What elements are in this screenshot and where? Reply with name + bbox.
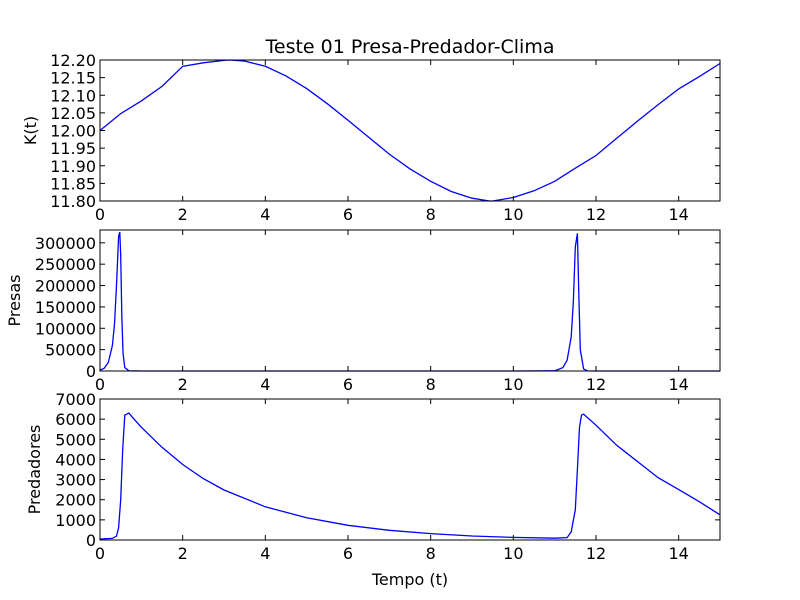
y-tick-label: 2000 [55, 491, 96, 510]
x-tick-label: 0 [95, 375, 105, 394]
y-tick-label: 12.15 [50, 69, 96, 88]
x-tick-label: 6 [343, 544, 353, 563]
x-tick-label: 14 [668, 375, 688, 394]
y-tick-label: 12.00 [50, 122, 96, 141]
y-tick-label: 0 [86, 531, 96, 550]
x-tick-label: 12 [586, 375, 606, 394]
y-tick-label: 250000 [35, 255, 96, 274]
y-tick-label: 1000 [55, 511, 96, 530]
x-tick-label: 12 [586, 205, 606, 224]
y-tick-label: 0 [86, 362, 96, 381]
y-tick-label: 12.20 [50, 51, 96, 70]
subplot-presas: 0 2 4 6 8 10 12 14 0 50000 100000 150000 200000 25000… [5, 229, 721, 394]
subplot-k: 0 2 4 6 8 10 12 14 11.8011.8511.9011.9512.0012.0… [21, 51, 721, 224]
x-tick-label: 10 [503, 205, 523, 224]
y-tick-label: 6000 [55, 410, 96, 429]
x-tick-label: 10 [503, 375, 523, 394]
y-axis-label: Predadores [25, 425, 44, 515]
y-axis-label: K(t) [21, 116, 40, 145]
x-tick-label: 8 [426, 544, 436, 563]
y-tick-label: 11.95 [50, 139, 96, 158]
y-tick-label: 11.85 [50, 174, 96, 193]
x-tick-label: 10 [503, 544, 523, 563]
series-line [99, 412, 721, 540]
x-tick-label: 2 [178, 205, 188, 224]
x-tick-label: 0 [95, 205, 105, 224]
x-tick-label: 12 [586, 544, 606, 563]
y-tick-label: 150000 [35, 298, 96, 317]
x-tick-label: 14 [668, 205, 688, 224]
y-tick-label: 12.05 [50, 104, 96, 123]
y-tick-label: 7000 [55, 390, 96, 409]
series-line [99, 59, 721, 202]
axes-frame [99, 229, 721, 372]
x-tick-label: 8 [426, 375, 436, 394]
x-tick-label: 14 [668, 544, 688, 563]
y-tick-label: 11.80 [50, 192, 96, 211]
y-tick-label: 5000 [55, 430, 96, 449]
y-tick-label: 200000 [35, 277, 96, 296]
x-tick-label: 4 [260, 544, 270, 563]
y-tick-label: 3000 [55, 471, 96, 490]
axes-frame [99, 398, 721, 541]
y-tick-label: 4000 [55, 450, 96, 469]
x-tick-label: 2 [178, 544, 188, 563]
y-axis-label: Presas [5, 275, 24, 327]
x-tick-label: 8 [426, 205, 436, 224]
x-tick-label: 6 [343, 205, 353, 224]
y-tick-label: 300000 [35, 234, 96, 253]
x-tick-label: 2 [178, 375, 188, 394]
x-axis-label: Tempo (t) [371, 570, 448, 589]
y-tick-label: 12.10 [50, 86, 96, 105]
chart-title: Teste 01 Presa-Predador-Clima [265, 36, 555, 58]
x-tick-label: 6 [343, 375, 353, 394]
y-tick-label: 100000 [35, 319, 96, 338]
x-tick-label: 4 [260, 205, 270, 224]
subplot-predadores: 0 2 4 6 8 10 12 1401000200030004000500060007000… [25, 390, 721, 589]
y-tick-label: 50000 [45, 341, 96, 360]
y-tick-label: 11.90 [50, 157, 96, 176]
x-tick-label: 4 [260, 375, 270, 394]
x-tick-label: 0 [95, 544, 105, 563]
